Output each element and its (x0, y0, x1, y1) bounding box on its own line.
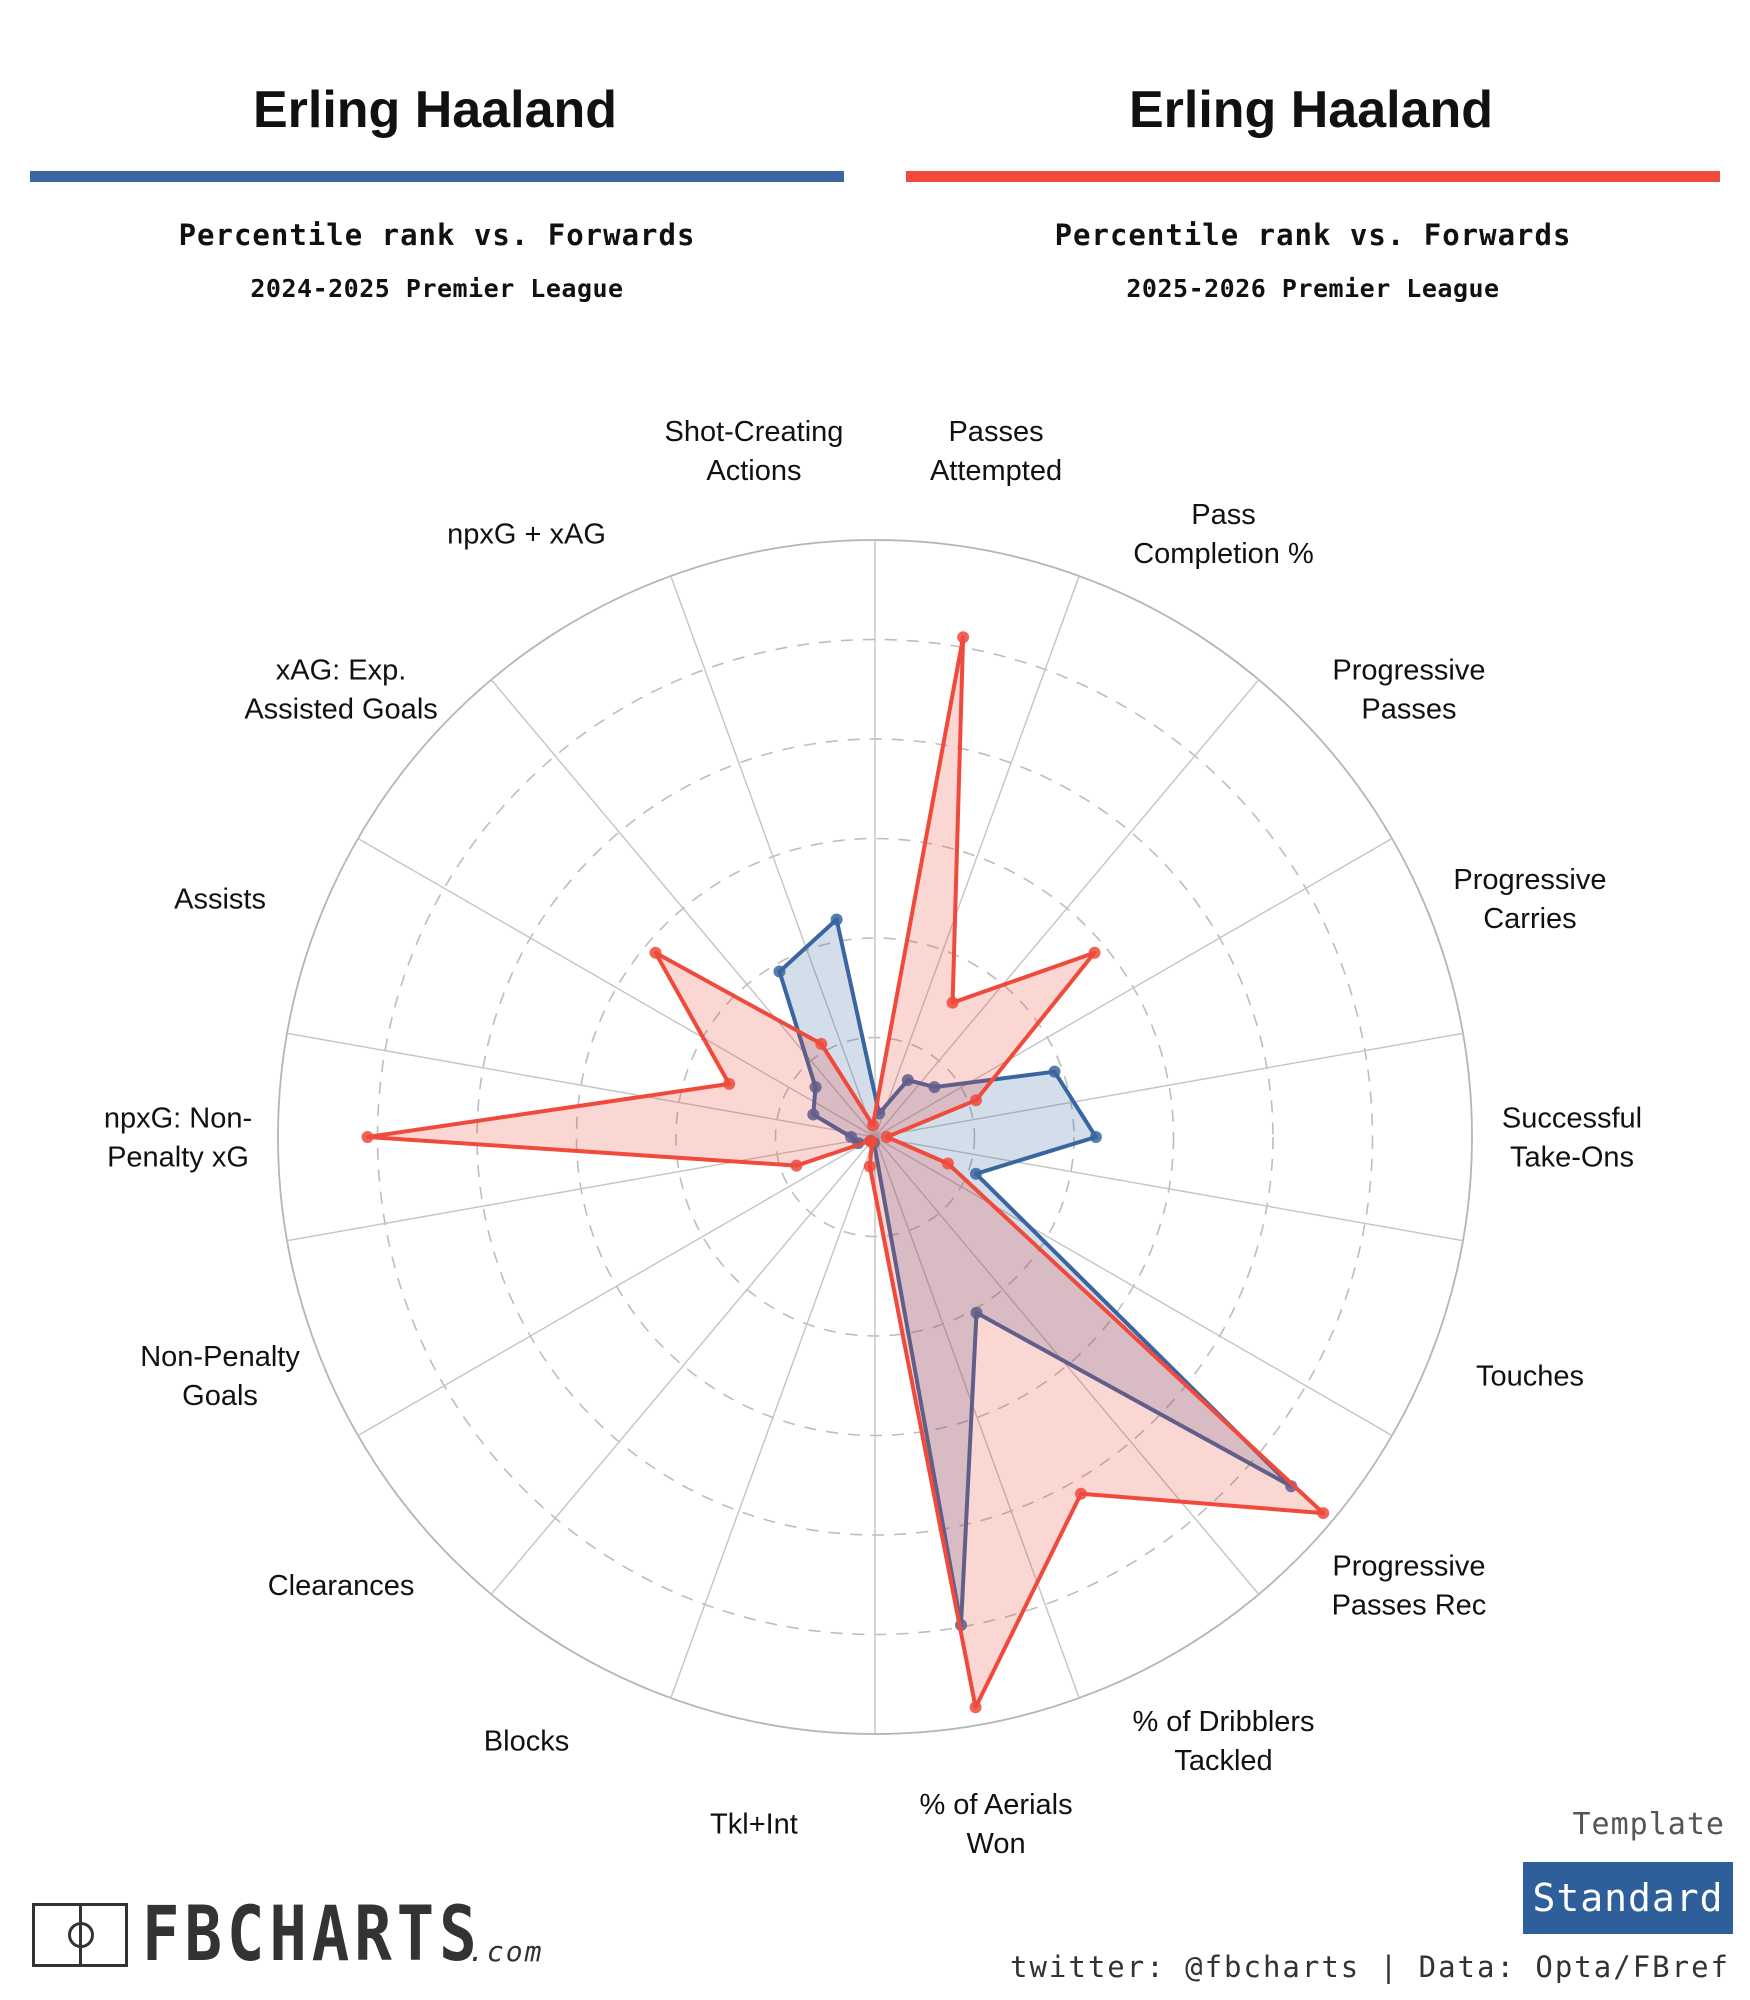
axis-label: npxG + xAG (447, 518, 606, 550)
data-point (830, 913, 843, 926)
grid-spoke (874, 679, 1260, 1138)
axis-label: Progressive Passes (1332, 654, 1485, 725)
pitch-icon (32, 1903, 128, 1967)
logo-text: FBCHARTS (142, 1889, 482, 1978)
grid-spoke (286, 1032, 876, 1138)
axis-label: Touches (1476, 1360, 1584, 1392)
data-point (901, 1074, 914, 1087)
axis-label: Assists (174, 884, 266, 916)
axis-label: % of Aerials Won (919, 1789, 1072, 1860)
series-current-season (361, 631, 1330, 1714)
axis-label: % of Dribblers Tackled (1132, 1706, 1314, 1777)
data-point (941, 1157, 954, 1170)
axis-label: Pass Completion % (1133, 499, 1314, 570)
data-point (1317, 1507, 1330, 1520)
grid-spoke (490, 679, 876, 1138)
data-point (815, 1037, 828, 1050)
left-player-name: Erling Haaland (252, 81, 618, 139)
data-point (845, 1131, 858, 1143)
right-season: 2025-2026 Premier League (1126, 274, 1500, 303)
data-point (863, 1160, 876, 1173)
template-label: Template (1572, 1807, 1725, 1842)
axis-label: Clearances (268, 1570, 415, 1602)
data-point (1048, 1065, 1061, 1078)
right-subtitle: Percentile rank vs. Forwards (1054, 218, 1572, 252)
axis-label: Blocks (484, 1726, 569, 1758)
data-point (928, 1081, 941, 1094)
data-point (1074, 1487, 1087, 1500)
right-player-name: Erling Haaland (1128, 81, 1494, 139)
data-point (809, 1081, 822, 1094)
right-color-bar (906, 171, 1720, 182)
data-point (946, 996, 959, 1009)
credits: twitter: @fbcharts | Data: Opta/FBref (1009, 1950, 1730, 1984)
axis-label: Tkl+Int (710, 1808, 798, 1840)
left-color-bar (30, 171, 844, 182)
grid-spoke (874, 1136, 1393, 1437)
data-point (1088, 946, 1101, 959)
data-point (957, 631, 970, 644)
radar-series (361, 631, 1330, 1714)
data-point (807, 1108, 820, 1121)
grid-spoke (670, 575, 876, 1138)
data-point (969, 1701, 982, 1714)
left-subtitle: Percentile rank vs. Forwards (178, 218, 696, 252)
axis-label: Progressive Carries (1453, 864, 1606, 935)
radar-axis-labels: Passes Attempted Pass Completion % Progressi… (104, 416, 1642, 1860)
data-point (969, 1094, 982, 1107)
grid-spoke (357, 1136, 876, 1437)
grid-spoke (357, 837, 876, 1138)
grid-spoke (874, 1136, 1260, 1595)
axis-label: npxG: Non-Penalty xG (104, 1103, 252, 1174)
axis-label: Passes Attempted (930, 416, 1062, 487)
data-point (649, 946, 662, 959)
data-point (361, 1131, 374, 1143)
data-point (866, 1119, 879, 1132)
left-season: 2024-2025 Premier League (250, 274, 624, 303)
grid-spoke (874, 575, 1080, 1138)
grid-spoke (874, 1032, 1464, 1138)
data-point (1285, 1480, 1298, 1493)
grid-spoke (286, 1136, 876, 1242)
data-point (1089, 1131, 1102, 1143)
data-point (880, 1131, 893, 1143)
data-point (970, 1306, 983, 1319)
axis-label: Successful Take-Ons (1502, 1103, 1642, 1174)
data-point (864, 1134, 877, 1147)
data-point (773, 965, 786, 978)
grid-spoke (874, 1136, 1080, 1699)
axis-label: Progressive Passes Rec (1332, 1551, 1487, 1622)
data-point (790, 1159, 803, 1172)
data-point (723, 1077, 736, 1090)
template-badge: Standard (1523, 1862, 1733, 1934)
axis-label: Shot-Creating Actions (664, 416, 843, 487)
grid-spoke (874, 1136, 1464, 1242)
grid-spoke (670, 1136, 876, 1699)
axis-label: Non-Penalty Goals (140, 1341, 300, 1412)
fbcharts-logo: FBCHARTS .com (30, 1889, 550, 1978)
grid-spoke (874, 837, 1393, 1138)
data-point (969, 1167, 982, 1180)
axis-label: xAG: Exp. Assisted Goals (244, 654, 437, 725)
logo-suffix: .com (468, 1935, 544, 1968)
grid-spoke (490, 1136, 876, 1595)
